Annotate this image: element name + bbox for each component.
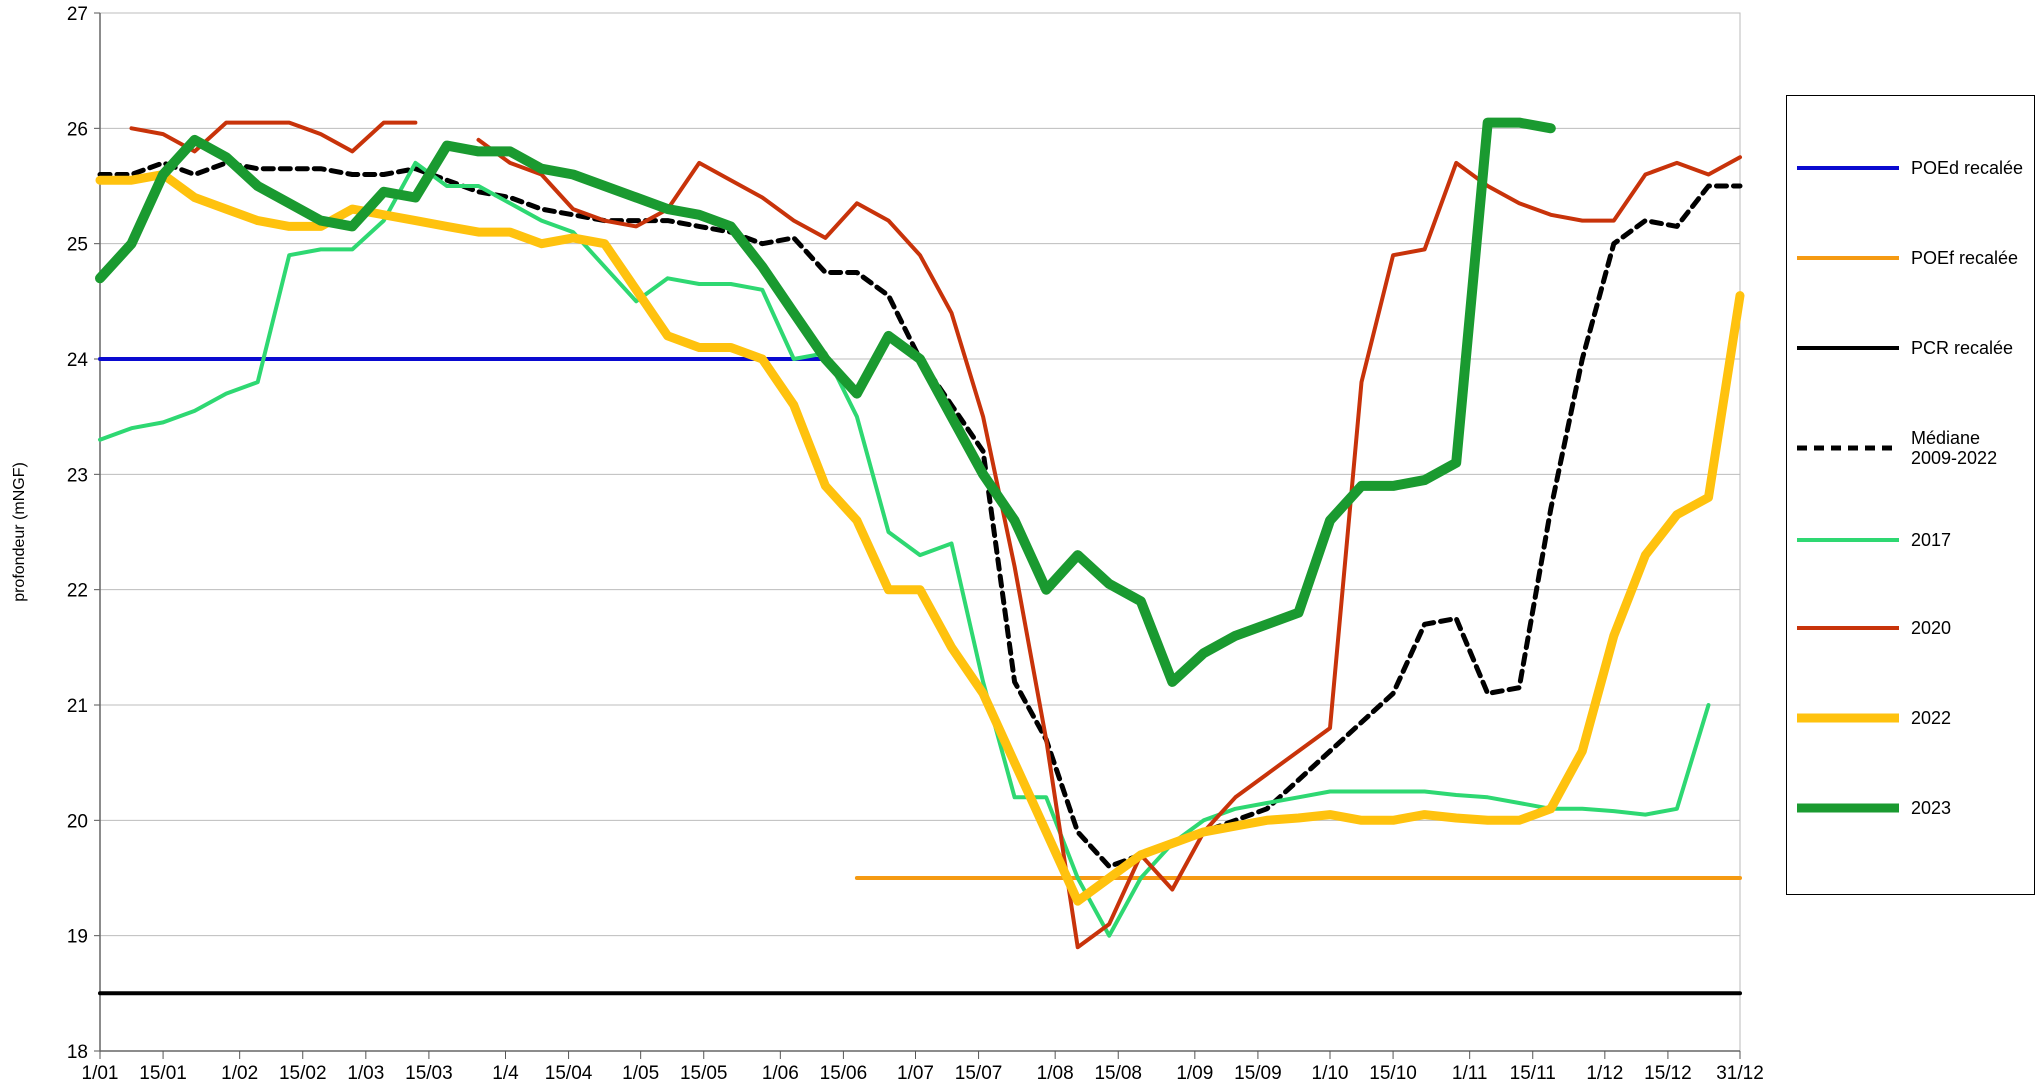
legend-label: 2020 [1911,618,1952,638]
x-tick-label: 1/09 [1176,1063,1213,1084]
x-tick-label: 15/12 [1644,1063,1692,1084]
legend-item: 2022 [1795,708,2031,728]
x-tick-label: 1/10 [1312,1063,1349,1084]
x-tick-label: 1/02 [221,1063,258,1084]
legend-item: Médiane 2009-2022 [1795,428,2006,468]
series-line [97,160,1743,869]
x-tick-label: 1/08 [1037,1063,1074,1084]
legend-item: POEd recalée [1795,158,2031,178]
y-tick-label: 26 [67,119,88,140]
x-tick-label: 15/06 [820,1063,868,1084]
legend-swatch [1797,256,1899,260]
x-tick-label: 1/03 [347,1063,384,1084]
legend-item: 2023 [1795,798,2031,818]
legend-label: Médiane 2009-2022 [1911,428,1998,468]
legend-swatch [1797,626,1899,630]
x-tick-label: 15/09 [1234,1063,1282,1084]
legend-swatch [1797,538,1899,542]
y-tick-label: 24 [67,350,89,371]
legend-label: 2017 [1911,530,1952,550]
x-tick-label: 15/10 [1369,1063,1417,1084]
x-tick-label: 15/11 [1510,1063,1556,1084]
y-tick-label: 23 [67,465,88,486]
x-tick-label: 1/12 [1586,1063,1623,1084]
legend-swatch [1797,445,1899,451]
legend-item: 2020 [1795,618,2031,638]
x-tick-label: 15/04 [545,1063,593,1084]
x-tick-label: 31/12 [1716,1063,1764,1084]
legend-label: 2022 [1911,708,1952,728]
x-tick-label: 1/07 [897,1063,934,1084]
legend-item: PCR recalée [1795,338,2031,358]
series-line [98,160,1711,938]
legend: POEd recalée POEf recalée PCR recalée Média… [1786,95,2035,895]
x-tick-label: 1/4 [492,1063,519,1084]
chart: profondeur (mNGF) 18 19 20 21 22 23 24 25 26 27 1/… [11,4,1764,1084]
legend-label: PCR recalée [1911,338,2014,358]
x-tick-label: 15/08 [1094,1063,1142,1084]
y-tick-label: 27 [67,4,88,25]
x-tick-label: 15/07 [955,1063,1003,1084]
legend-label: POEd recalée [1911,158,2024,178]
plot-frame [99,12,1741,1052]
y-tick-label: 22 [67,581,88,602]
y-axis-label: profondeur (mNGF) [11,462,28,602]
x-tick-label: 15/01 [139,1063,187,1084]
series-line [95,117,1556,687]
legend-label: 2023 [1911,798,1952,818]
x-tick-label: 1/06 [762,1063,799,1084]
legend-swatch [1797,166,1899,170]
x-tick-label: 1/01 [82,1063,119,1084]
series-line [95,170,1745,906]
x-tick-label: 15/02 [279,1063,327,1084]
y-tick-label: 21 [67,696,88,717]
x-tick-label: 15/03 [405,1063,453,1084]
legend-item: 2017 [1795,530,2031,550]
x-tick-label: 1/05 [622,1063,659,1084]
x-tick-label: 15/05 [680,1063,728,1084]
legend-item: POEf recalée [1795,248,2031,268]
series-line [476,137,1742,950]
legend-swatch [1797,346,1899,350]
y-tick-label: 20 [67,811,88,832]
legend-label: POEf recalée [1911,248,2019,268]
legend-swatch [1797,803,1899,813]
series-line [129,120,418,154]
y-tick-label: 25 [67,235,88,256]
legend-swatch [1797,713,1899,723]
x-tick-label: 1/11 [1452,1063,1488,1084]
y-tick-label: 19 [67,927,88,948]
y-tick-label: 18 [67,1042,88,1063]
